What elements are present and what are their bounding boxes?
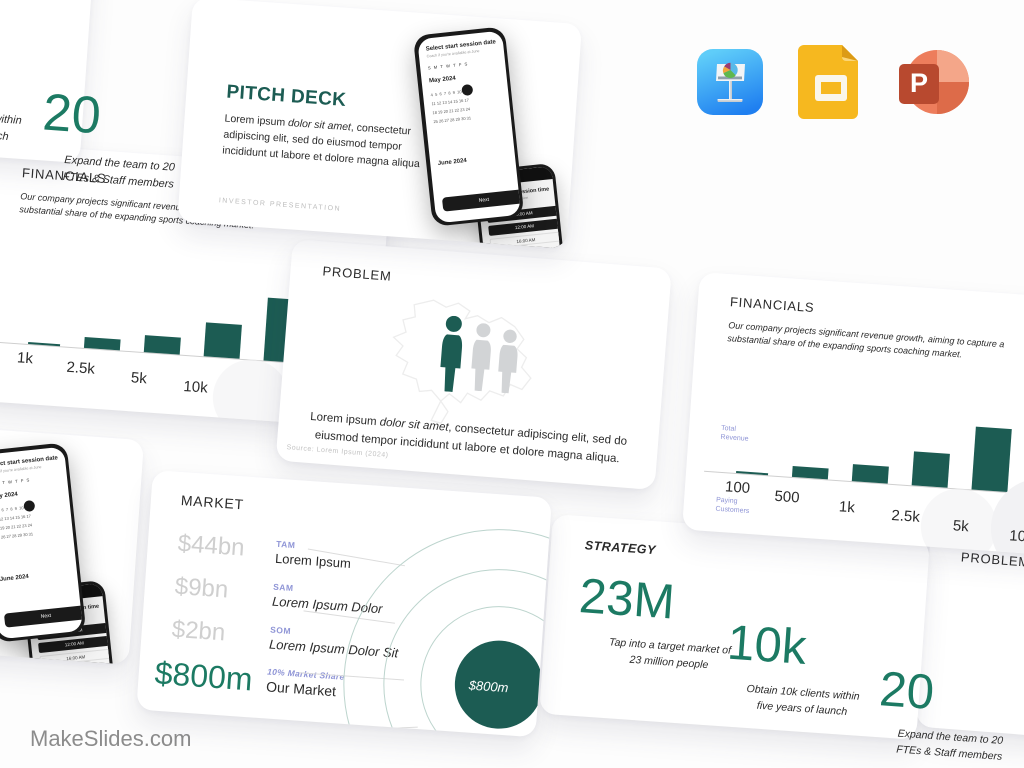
svg-text:P: P — [910, 68, 928, 98]
